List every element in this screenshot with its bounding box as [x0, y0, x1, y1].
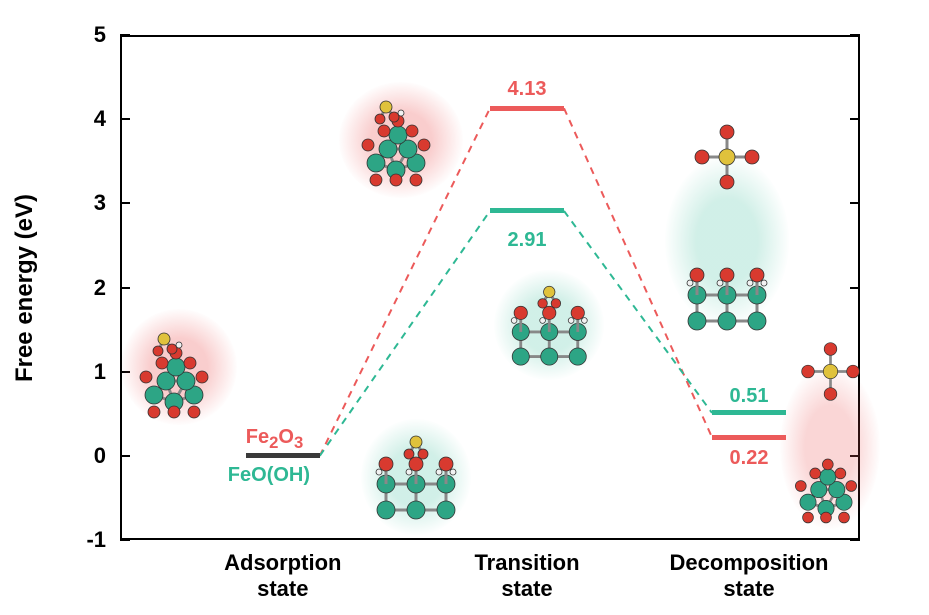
y-tick-mark: [850, 371, 860, 373]
y-tick-mark: [120, 287, 130, 289]
y-tick-mark: [120, 539, 130, 541]
y-tick-mark: [120, 118, 130, 120]
energy-level-bar: [246, 453, 320, 458]
energy-level-bar: [712, 435, 786, 440]
x-category-label: Transition: [417, 550, 637, 576]
energy-level-bar: [712, 410, 786, 415]
y-tick-mark: [850, 202, 860, 204]
energy-level-bar: [490, 106, 564, 111]
y-tick-mark: [850, 34, 860, 36]
x-category-label: state: [639, 576, 859, 602]
y-tick-label: 1: [66, 359, 106, 385]
x-category-label: state: [417, 576, 637, 602]
y-tick-label: 5: [66, 22, 106, 48]
y-axis-label: Free energy (eV): [11, 163, 39, 413]
y-tick-mark: [850, 118, 860, 120]
x-category-label: Adsorption: [173, 550, 393, 576]
y-tick-label: 3: [66, 190, 106, 216]
y-tick-label: 0: [66, 443, 106, 469]
y-tick-label: -1: [66, 527, 106, 553]
x-category-label: state: [173, 576, 393, 602]
y-tick-mark: [120, 455, 130, 457]
series-label-fe2o3: Fe2O3: [246, 426, 303, 453]
y-tick-mark: [120, 202, 130, 204]
energy-diagram-chart: Free energy (eV) -1012345Adsorptionstate…: [0, 0, 929, 615]
energy-value-label: 4.13: [487, 78, 567, 101]
y-tick-mark: [120, 371, 130, 373]
y-tick-mark: [850, 455, 860, 457]
energy-value-label: 0.51: [709, 385, 789, 408]
y-tick-mark: [850, 287, 860, 289]
energy-value-label: 2.91: [487, 229, 567, 252]
x-category-label: Decomposition: [639, 550, 859, 576]
y-tick-label: 4: [66, 106, 106, 132]
series-label-feooh: FeO(OH): [228, 464, 310, 487]
energy-level-bar: [490, 208, 564, 213]
y-tick-label: 2: [66, 275, 106, 301]
energy-value-label: 0.22: [709, 447, 789, 470]
y-tick-mark: [120, 34, 130, 36]
y-tick-mark: [850, 539, 860, 541]
